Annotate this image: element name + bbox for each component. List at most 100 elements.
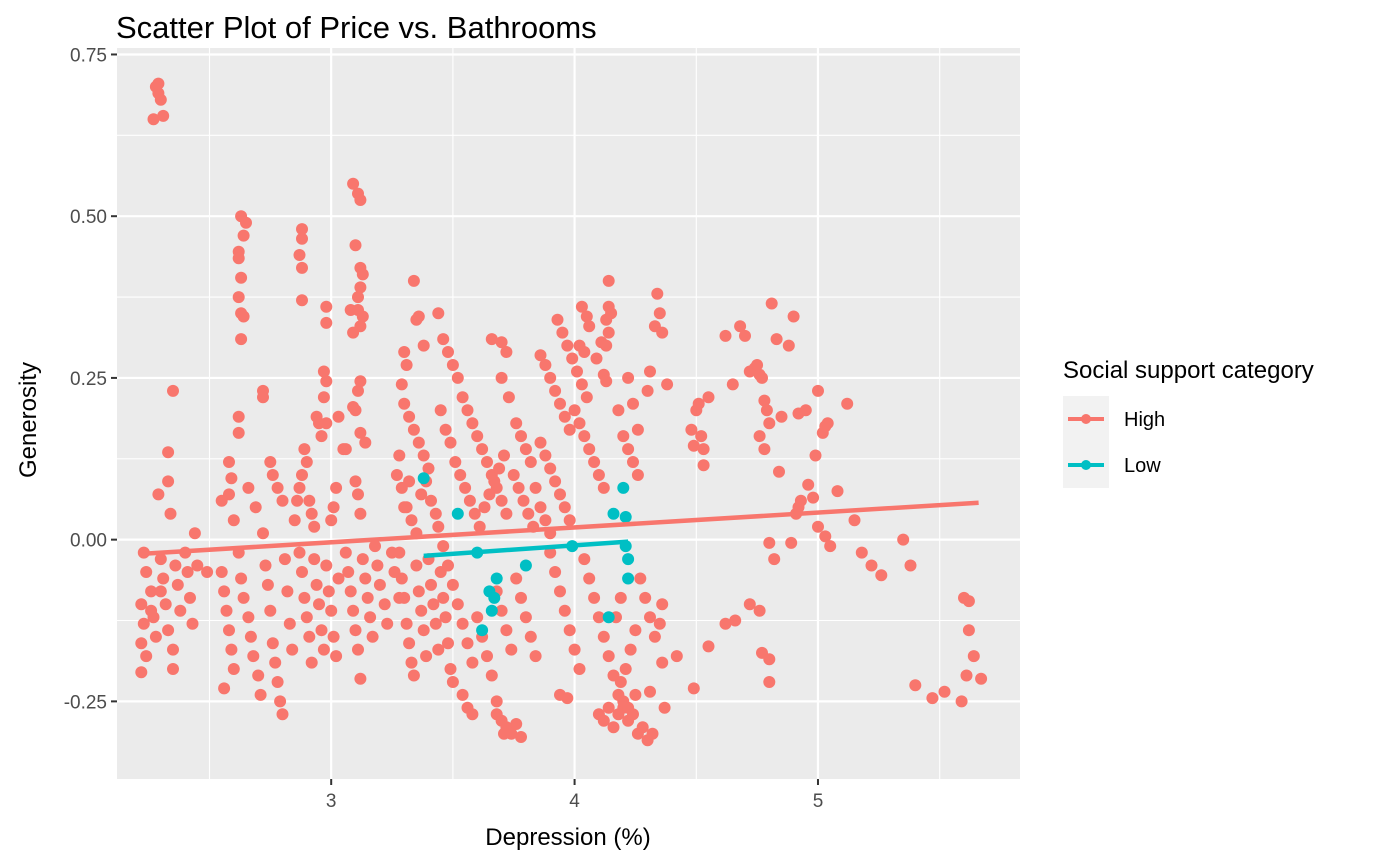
data-point-high: [605, 307, 618, 320]
data-point-high: [653, 617, 666, 630]
y-axis-title: Generosity: [15, 362, 42, 478]
data-point-high: [354, 426, 367, 439]
data-point-high: [473, 520, 486, 533]
data-point-high: [544, 546, 557, 559]
data-point-high: [819, 530, 832, 543]
data-point-high: [171, 578, 184, 591]
data-point-high: [644, 611, 656, 624]
data-point-high: [159, 598, 172, 611]
data-point-high: [356, 268, 369, 281]
data-point-high: [439, 611, 452, 624]
data-point-high: [726, 378, 739, 391]
data-point-high: [403, 637, 416, 650]
trend-line-high: [141, 500, 979, 557]
data-point-high: [544, 371, 557, 384]
data-point-high: [554, 585, 566, 598]
data-point-high: [286, 643, 299, 656]
data-point-high: [276, 494, 289, 507]
x-tick-label: 5: [813, 791, 824, 812]
data-point-high: [466, 656, 479, 669]
data-point-high: [510, 417, 523, 430]
data-point-high: [773, 465, 785, 478]
data-point-high: [395, 572, 408, 585]
data-point-high: [590, 352, 603, 365]
data-point-low: [485, 604, 498, 617]
legend-label-low: Low: [1124, 455, 1161, 477]
data-point-high: [656, 326, 669, 339]
data-point-high: [235, 572, 248, 585]
legend-label-high: High: [1124, 409, 1165, 431]
data-point-high: [403, 475, 416, 488]
data-point-high: [317, 643, 330, 656]
data-point-high: [481, 650, 493, 663]
data-point-high: [344, 585, 357, 598]
data-point-high: [461, 404, 474, 417]
data-point-high: [442, 346, 454, 358]
data-point-high: [278, 553, 291, 566]
data-point-high: [140, 566, 153, 578]
data-point-high: [485, 333, 498, 346]
data-point-high: [349, 239, 362, 252]
data-point-high: [296, 566, 308, 578]
data-point-high: [288, 514, 301, 527]
data-point-high: [962, 624, 975, 637]
data-point-high: [821, 417, 834, 430]
data-point-high: [429, 617, 442, 630]
data-point-high: [420, 650, 433, 663]
data-point-high: [169, 559, 182, 572]
legend-title: Social support category: [1063, 357, 1314, 384]
data-point-high: [264, 456, 277, 468]
data-point-high: [794, 494, 807, 507]
data-point-high: [395, 378, 408, 391]
data-point-high: [322, 585, 335, 598]
data-point-high: [549, 384, 562, 397]
data-point-high: [697, 459, 710, 472]
data-point-high: [308, 553, 321, 566]
data-point-high: [549, 566, 562, 578]
data-point-high: [191, 559, 204, 572]
data-point-high: [507, 469, 520, 481]
data-point-high: [529, 481, 542, 494]
data-point-high: [398, 501, 411, 514]
data-point-high: [456, 617, 469, 630]
data-point-high: [466, 417, 479, 430]
data-point-high: [566, 352, 579, 365]
data-point-high: [349, 404, 362, 417]
data-point-high: [140, 650, 153, 663]
data-point-low: [619, 511, 632, 523]
data-point-high: [500, 624, 513, 637]
legend-item-low: Low: [1063, 442, 1161, 488]
data-point-high: [330, 481, 343, 494]
data-point-high: [651, 287, 664, 300]
data-point-high: [770, 333, 783, 346]
data-point-high: [242, 481, 255, 494]
data-point-high: [359, 436, 372, 449]
data-point-high: [405, 656, 418, 669]
data-point-high: [269, 656, 282, 669]
data-point-high: [743, 598, 756, 611]
data-point-high: [612, 404, 625, 417]
x-axis-title: Depression (%): [485, 824, 650, 851]
data-point-high: [782, 339, 795, 352]
data-point-high: [325, 514, 338, 527]
data-point-high: [232, 426, 245, 439]
data-point-high: [563, 624, 576, 637]
data-point-high: [310, 578, 323, 591]
data-point-high: [283, 617, 296, 630]
data-point-high: [563, 514, 576, 527]
y-tick-label: 0.25: [70, 369, 107, 390]
legend: Social support category High Low: [1063, 357, 1314, 488]
data-point-high: [466, 708, 479, 721]
data-point-high: [807, 491, 820, 504]
data-point-high: [481, 456, 493, 468]
data-point-high: [308, 520, 321, 533]
data-point-high: [702, 391, 715, 404]
legend-key-point-high: [1081, 414, 1091, 424]
data-point-high: [247, 650, 260, 663]
data-point-high: [515, 430, 527, 443]
data-point-high: [539, 514, 552, 527]
data-point-high: [563, 423, 576, 436]
data-point-high: [602, 701, 615, 714]
data-point-high: [756, 371, 768, 384]
data-point-high: [454, 469, 467, 481]
